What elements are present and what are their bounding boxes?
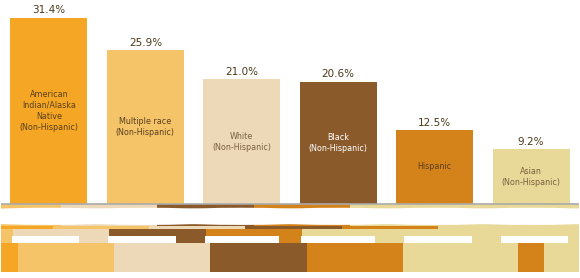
FancyBboxPatch shape — [211, 236, 279, 244]
FancyBboxPatch shape — [448, 244, 563, 272]
FancyBboxPatch shape — [0, 204, 362, 227]
Text: Multiple race
(Non-Hispanic): Multiple race (Non-Hispanic) — [116, 117, 175, 137]
FancyBboxPatch shape — [254, 204, 580, 227]
FancyBboxPatch shape — [107, 50, 184, 204]
Text: Hispanic: Hispanic — [418, 162, 452, 171]
Text: American
Indian/Alaska
Native
(Non-Hispanic): American Indian/Alaska Native (Non-Hispa… — [19, 90, 78, 132]
FancyBboxPatch shape — [438, 227, 580, 229]
FancyBboxPatch shape — [0, 244, 35, 272]
FancyBboxPatch shape — [245, 227, 431, 229]
FancyBboxPatch shape — [308, 236, 375, 244]
Text: Asian
(Non-Hispanic): Asian (Non-Hispanic) — [502, 167, 561, 187]
Text: 25.9%: 25.9% — [129, 38, 162, 48]
Text: Black
(Non-Hispanic): Black (Non-Hispanic) — [309, 133, 368, 153]
FancyBboxPatch shape — [255, 244, 369, 272]
FancyBboxPatch shape — [301, 236, 369, 244]
FancyBboxPatch shape — [211, 244, 325, 272]
FancyBboxPatch shape — [17, 244, 132, 272]
Text: 21.0%: 21.0% — [225, 67, 258, 77]
FancyBboxPatch shape — [203, 79, 280, 204]
Text: 31.4%: 31.4% — [32, 5, 66, 15]
FancyBboxPatch shape — [157, 204, 519, 227]
Ellipse shape — [126, 208, 357, 225]
FancyBboxPatch shape — [396, 130, 473, 204]
FancyBboxPatch shape — [0, 227, 142, 229]
Text: 12.5%: 12.5% — [418, 118, 451, 128]
Text: White
(Non-Hispanic): White (Non-Hispanic) — [212, 131, 271, 152]
FancyBboxPatch shape — [314, 204, 580, 227]
FancyBboxPatch shape — [342, 227, 527, 229]
FancyBboxPatch shape — [307, 244, 422, 272]
FancyBboxPatch shape — [206, 229, 580, 244]
FancyBboxPatch shape — [403, 244, 518, 272]
FancyBboxPatch shape — [0, 229, 374, 244]
Ellipse shape — [319, 208, 550, 225]
FancyBboxPatch shape — [351, 244, 466, 272]
FancyBboxPatch shape — [350, 204, 580, 227]
Text: 20.6%: 20.6% — [322, 70, 355, 80]
Text: 9.2%: 9.2% — [518, 137, 545, 147]
FancyBboxPatch shape — [53, 227, 238, 229]
Ellipse shape — [223, 208, 454, 225]
FancyBboxPatch shape — [109, 229, 567, 244]
FancyBboxPatch shape — [0, 229, 278, 244]
FancyBboxPatch shape — [149, 227, 335, 229]
FancyBboxPatch shape — [404, 236, 472, 244]
FancyBboxPatch shape — [0, 204, 266, 227]
FancyBboxPatch shape — [61, 204, 423, 227]
FancyBboxPatch shape — [12, 236, 79, 244]
FancyBboxPatch shape — [0, 204, 230, 227]
FancyBboxPatch shape — [501, 236, 568, 244]
FancyBboxPatch shape — [62, 244, 177, 272]
FancyBboxPatch shape — [300, 82, 377, 204]
FancyBboxPatch shape — [0, 204, 326, 227]
FancyBboxPatch shape — [121, 204, 555, 227]
FancyBboxPatch shape — [218, 204, 580, 227]
FancyBboxPatch shape — [545, 244, 580, 272]
FancyBboxPatch shape — [25, 204, 459, 227]
FancyBboxPatch shape — [492, 149, 570, 204]
Ellipse shape — [415, 208, 580, 225]
Ellipse shape — [30, 208, 261, 225]
FancyBboxPatch shape — [13, 229, 471, 244]
FancyBboxPatch shape — [114, 244, 229, 272]
FancyBboxPatch shape — [158, 244, 273, 272]
FancyBboxPatch shape — [10, 18, 88, 204]
FancyBboxPatch shape — [302, 229, 580, 244]
FancyBboxPatch shape — [108, 236, 176, 244]
Ellipse shape — [0, 208, 165, 225]
FancyBboxPatch shape — [205, 236, 272, 244]
